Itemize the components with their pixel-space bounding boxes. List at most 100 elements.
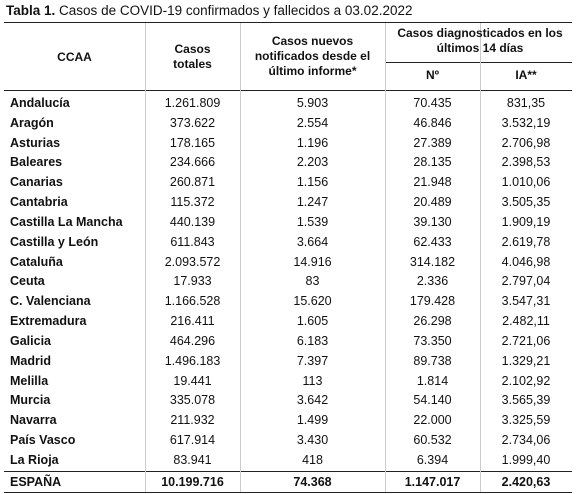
row-label: Cataluña <box>10 254 63 269</box>
cell: 418 <box>302 452 323 467</box>
cell: 3.642 <box>296 393 329 408</box>
cell: 3.505,35 <box>501 195 551 210</box>
column-divider <box>480 23 481 492</box>
cell: 2.797,04 <box>501 274 551 289</box>
cell: 3.325,59 <box>501 413 551 428</box>
rule <box>4 492 572 493</box>
cell: 3.547,31 <box>501 294 551 309</box>
cell: 464.296 <box>169 333 216 348</box>
cell: 2.734,06 <box>501 433 551 448</box>
cell: 1.496.183 <box>164 353 221 368</box>
cell: 335.078 <box>169 393 216 408</box>
row-label: Galicia <box>10 333 51 348</box>
rule <box>4 471 572 472</box>
header-cell: Nº <box>425 68 440 82</box>
cell: 2.093.572 <box>164 254 221 269</box>
cell: 115.372 <box>170 195 215 210</box>
total-cell: 10.199.716 <box>161 475 224 489</box>
row-label: La Rioja <box>10 452 59 467</box>
cell: 113 <box>302 373 323 388</box>
cell: 21.948 <box>413 175 452 190</box>
cell: 373.622 <box>169 115 216 130</box>
total-cell: 1.147.017 <box>404 475 461 489</box>
row-label: Ceuta <box>10 274 45 289</box>
row-label: Navarra <box>10 413 57 428</box>
cell: 62.433 <box>413 234 452 249</box>
cell: 20.489 <box>413 195 452 210</box>
column-divider <box>145 23 146 492</box>
cell: 39.130 <box>413 214 452 229</box>
cell: 27.389 <box>413 135 452 150</box>
cell: 6.183 <box>296 333 329 348</box>
total-cell: 74.368 <box>293 475 332 489</box>
row-label: Andalucía <box>10 96 70 110</box>
cell: 211.932 <box>170 413 215 428</box>
cell: 179.428 <box>409 294 456 309</box>
cell: 14.916 <box>293 254 332 269</box>
total-cell: 2.420,63 <box>501 475 551 489</box>
cell: 1.329,21 <box>501 353 551 368</box>
cell: 73.350 <box>413 333 452 348</box>
header-cell: Casos nuevos notificados desde el último… <box>254 34 371 78</box>
cell: 46.846 <box>413 115 452 130</box>
cell: 2.102,92 <box>501 373 551 388</box>
cell: 2.721,06 <box>501 333 551 348</box>
cell: 4.046,98 <box>501 254 551 269</box>
cell: 178.165 <box>169 135 216 150</box>
cell: 1.539 <box>296 214 329 229</box>
title-label: Tabla 1. <box>6 3 56 18</box>
rule <box>385 62 572 63</box>
cell: 60.532 <box>413 433 452 448</box>
cell: 54.140 <box>413 393 452 408</box>
cell: 1.156 <box>296 175 329 190</box>
header-cell: CCAA <box>57 50 92 64</box>
row-label: Baleares <box>10 155 63 170</box>
title: Tabla 1. Casos de COVID-19 confirmados y… <box>6 4 413 18</box>
cell: 216.411 <box>170 314 215 329</box>
cell: 2.554 <box>296 115 329 130</box>
total-label: ESPAÑA <box>10 475 62 489</box>
column-divider <box>240 23 241 492</box>
cell: 2.336 <box>416 274 449 289</box>
row-label: Canarias <box>10 175 63 190</box>
cell: 2.398,53 <box>501 155 551 170</box>
cell: 1.999,40 <box>501 452 551 467</box>
title-text: Casos de COVID-19 confirmados y fallecid… <box>59 3 413 18</box>
cell: 3.664 <box>296 234 329 249</box>
cell: 1.166.528 <box>164 294 221 309</box>
cell: 260.871 <box>169 175 216 190</box>
cell: 234.666 <box>169 155 216 170</box>
cell: 831,35 <box>506 96 546 110</box>
cell: 1.814 <box>416 373 449 388</box>
cell: 1.605 <box>296 314 329 329</box>
row-label: Extremadura <box>10 314 87 329</box>
rule <box>4 22 572 23</box>
cell: 1.261.809 <box>164 96 221 110</box>
cell: 2.706,98 <box>501 135 551 150</box>
cell: 3.430 <box>296 433 329 448</box>
cell: 83.941 <box>173 452 212 467</box>
cell: 2.619,78 <box>501 234 551 249</box>
row-label: Cantabria <box>10 195 68 210</box>
row-label: Aragón <box>10 115 54 130</box>
cell: 70.435 <box>413 96 452 110</box>
row-label: C. Valenciana <box>10 294 91 309</box>
cell: 440.139 <box>169 214 216 229</box>
row-label: Castilla La Mancha <box>10 214 123 229</box>
cell: 19.441 <box>173 373 212 388</box>
cell: 89.738 <box>413 353 452 368</box>
cell: 2.482,11 <box>502 314 550 329</box>
cell: 15.620 <box>293 294 332 309</box>
header-cell: IA** <box>515 68 537 82</box>
row-label: Melilla <box>10 373 49 388</box>
row-label: Madrid <box>10 353 51 368</box>
row-label: Murcia <box>10 393 51 408</box>
cell: 3.565,39 <box>501 393 551 408</box>
cell: 1.010,06 <box>501 175 551 190</box>
header-cell: Casos diagnosticados en los últimos 14 d… <box>397 26 563 55</box>
cell: 22.000 <box>413 413 452 428</box>
cell: 1.499 <box>296 413 329 428</box>
header-cell: Casos totales <box>173 42 212 71</box>
row-label: País Vasco <box>10 433 76 448</box>
